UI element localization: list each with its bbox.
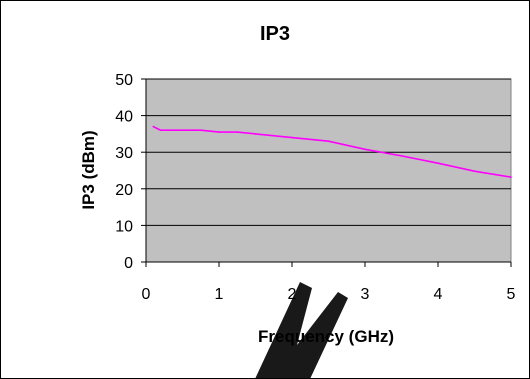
x-tick-label: 3 <box>361 286 370 303</box>
data-point <box>199 129 202 132</box>
y-tick-label: 0 <box>124 255 133 272</box>
data-point <box>400 155 403 157</box>
data-point <box>327 140 330 143</box>
y-tick-label: 10 <box>115 218 133 235</box>
series-line-0 <box>152 125 512 178</box>
x-tick-label: 4 <box>434 286 443 303</box>
plot-area <box>145 78 512 263</box>
y-tick-label: 20 <box>115 182 133 199</box>
data-point <box>291 136 293 139</box>
data-point <box>437 162 439 164</box>
data-point <box>254 133 257 135</box>
y-tick-label: 50 <box>115 72 133 89</box>
data-point <box>236 131 239 133</box>
data-point <box>473 170 476 173</box>
data-point <box>159 129 162 132</box>
data-point <box>218 131 220 133</box>
x-tick-label: 5 <box>507 286 516 303</box>
y-axis-label: IP3 (dBm) <box>79 130 98 209</box>
chart-title: IP3 <box>260 23 290 45</box>
data-point <box>364 148 366 151</box>
data-point <box>181 129 184 132</box>
x-axis-ticks: 0 1 2 3 4 5 <box>142 262 516 303</box>
data-point <box>510 176 512 178</box>
y-axis-ticks: 0 10 20 30 40 50 <box>115 72 146 272</box>
x-tick-label: 1 <box>215 286 224 303</box>
x-tick-label: 2 <box>288 286 297 303</box>
x-tick-label: 0 <box>142 286 151 303</box>
y-tick-label: 30 <box>115 145 133 162</box>
plot-background <box>145 78 512 263</box>
y-tick-label: 40 <box>115 109 133 126</box>
series-layer <box>152 125 512 178</box>
watermark-mark <box>255 282 348 379</box>
data-point <box>152 125 155 128</box>
